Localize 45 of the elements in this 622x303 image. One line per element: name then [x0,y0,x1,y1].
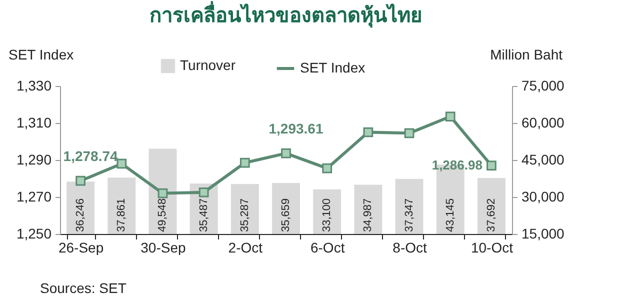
chart-title: การเคลื่อนไหวของตลาดหุ้นไทย [150,0,422,28]
data-label: 35,287 [238,198,251,232]
data-label: 49,548 [156,198,169,232]
data-label: 36,246 [74,198,87,232]
y2-tick-label: 75,000 [522,78,565,94]
y2-axis-title: Million Baht [490,46,563,62]
data-label: 37,861 [116,198,128,232]
data-label: 35,659 [280,198,292,232]
source-note: Sources: SET [40,280,126,296]
point [404,128,414,138]
y2-tick-label: 15,000 [522,226,565,242]
y-tick-label: 1,290 [16,152,52,168]
point [281,148,291,158]
data-label: 34,987 [362,198,374,232]
y2-tick-label: 60,000 [522,114,565,130]
data-label: 37,692 [485,198,498,232]
point [322,163,332,174]
point [76,176,86,186]
x-tick-label: 6-Oct [310,240,345,256]
y-tick-label: 1,330 [16,78,52,94]
x-tick-label: 8-Oct [392,240,427,256]
legend-label: SET Index [300,60,366,76]
point [240,158,250,168]
data-label: 1,278.74 [63,148,118,164]
x-tick-label: 2-Oct [228,240,263,256]
data-label: 1,293.61 [268,120,324,136]
y-axis-title: SET Index [8,46,74,62]
point [486,160,496,171]
data-label: 33,100 [321,198,334,232]
data-label: 43,145 [444,198,456,232]
y-tick-label: 1,310 [16,114,52,130]
x-tick-label: 10-Oct [470,240,514,256]
data-label: 35,487 [198,198,210,232]
point [198,187,209,198]
point [445,112,456,122]
legend-label: Turnover [180,57,236,73]
point [158,188,168,198]
point [363,127,374,138]
y-tick-label: 1,270 [16,188,52,204]
y2-tick-label: 30,000 [522,188,565,204]
data-label: 37,347 [403,198,416,232]
data-label: 1,286.98 [432,158,482,173]
y-tick-label: 1,250 [16,226,52,242]
point [116,158,127,169]
y2-tick-label: 45,000 [522,152,565,168]
